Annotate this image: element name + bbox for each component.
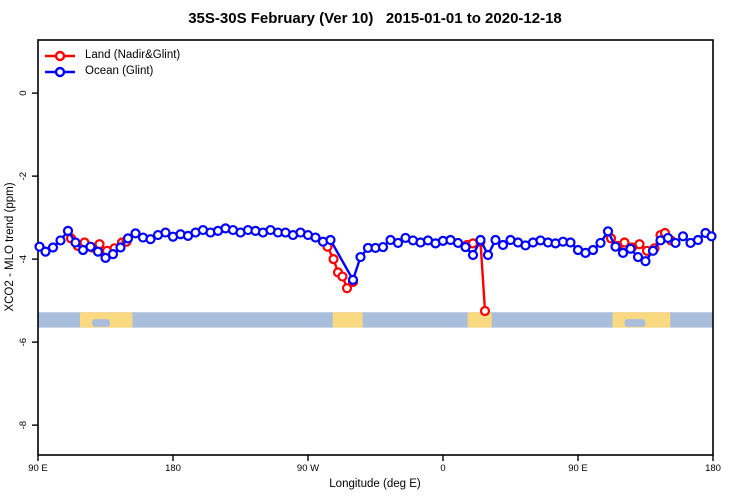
svg-text:90 E: 90 E	[568, 463, 588, 474]
svg-text:180: 180	[705, 463, 721, 474]
land-series	[65, 227, 677, 317]
svg-text:0: 0	[18, 90, 29, 95]
svg-text:-4: -4	[18, 255, 29, 263]
chart-title: 35S-30S February (Ver 10) 2015-01-01 to …	[188, 10, 562, 27]
legend: Land (Nadir&Glint) Ocean (Glint)	[44, 47, 180, 79]
legend-item-ocean: Ocean (Glint)	[44, 63, 180, 79]
land-ocean-strip	[38, 312, 713, 328]
legend-label-land: Land (Nadir&Glint)	[85, 49, 181, 61]
svg-text:0: 0	[440, 463, 445, 474]
svg-text:90 W: 90 W	[297, 463, 319, 474]
x-axis-title: Longitude (deg E)	[329, 478, 421, 490]
svg-text:90 E: 90 E	[28, 463, 48, 474]
land-series-marker-icon	[44, 49, 76, 62]
svg-text:-6: -6	[18, 338, 29, 346]
svg-text:-2: -2	[18, 172, 29, 180]
svg-text:-8: -8	[18, 421, 29, 429]
ocean-series	[34, 223, 717, 285]
ocean-series-marker-icon	[44, 65, 76, 78]
y-axis: 0 -2 -4 -6 -8	[18, 90, 38, 429]
legend-label-ocean: Ocean (Glint)	[85, 65, 154, 77]
x-axis: 90 E 180 90 W 0 90 E 180	[28, 455, 721, 474]
y-axis-title: XCO2 - MLO trend (ppm)	[4, 182, 16, 312]
legend-item-land: Land (Nadir&Glint)	[44, 47, 180, 63]
svg-text:180: 180	[165, 463, 181, 474]
